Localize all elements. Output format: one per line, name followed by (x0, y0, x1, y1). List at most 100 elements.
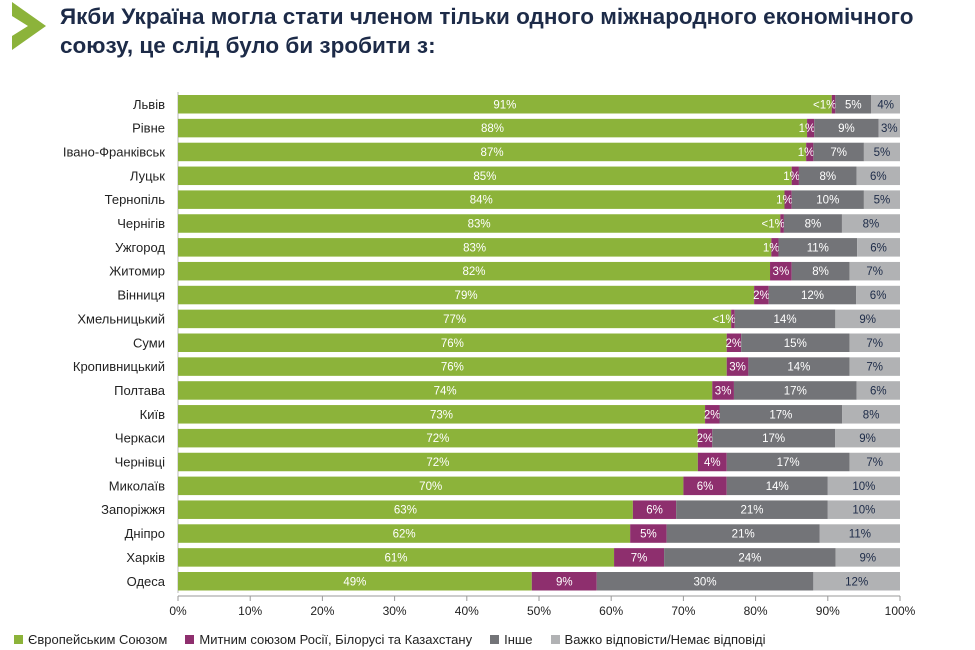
data-label: 61% (385, 552, 408, 564)
data-label: 8% (863, 219, 880, 231)
bar-segment (798, 166, 857, 186)
bar-segment (784, 190, 792, 209)
bar-segment (664, 548, 836, 567)
bar-segment (791, 190, 864, 209)
data-label: 2% (726, 338, 743, 350)
category-label: Кропивницький (73, 359, 165, 374)
category-label: Ужгород (115, 240, 165, 255)
category-label: Полтава (114, 383, 166, 398)
data-label: 17% (762, 433, 785, 445)
data-label: 12% (801, 290, 824, 302)
bar-segment (734, 309, 836, 329)
data-label: 9% (859, 314, 876, 326)
data-label: 49% (343, 576, 366, 588)
bar-segment (632, 500, 677, 519)
data-label: 17% (777, 457, 800, 469)
bar-segment (835, 548, 900, 567)
data-label: 21% (740, 505, 763, 517)
data-label: 8% (805, 219, 822, 231)
data-label: 63% (394, 505, 417, 517)
bar-segment (726, 357, 749, 376)
data-label: 7% (866, 457, 883, 469)
data-label: 5% (640, 529, 657, 541)
data-label: 1% (776, 195, 793, 207)
data-label: 1% (783, 171, 800, 183)
bar-segment (771, 238, 779, 257)
data-label: 10% (852, 505, 875, 517)
data-label: <1% (712, 314, 735, 326)
category-label: Вінниця (117, 288, 165, 303)
category-label: Чернівці (115, 455, 166, 470)
bar-segment (814, 118, 879, 138)
bar-segment (857, 238, 900, 257)
data-label: 14% (787, 362, 810, 374)
bar-segment (849, 357, 900, 376)
data-label: 88% (481, 123, 504, 135)
data-label: 7% (866, 266, 883, 278)
bar-segment (849, 333, 900, 352)
bar-segment (178, 405, 706, 424)
data-label: 82% (463, 266, 486, 278)
data-label: 76% (441, 338, 464, 350)
data-label: <1% (762, 219, 785, 231)
category-label: Львів (133, 97, 165, 112)
data-label: 14% (774, 314, 797, 326)
bar-segment (835, 95, 872, 114)
data-label: 62% (393, 529, 416, 541)
bar-segment (842, 405, 900, 424)
bar-segment (697, 452, 727, 472)
bar-segment (856, 285, 900, 305)
bar-segment (683, 476, 727, 496)
bar-segment (712, 428, 836, 448)
data-label: 4% (877, 99, 894, 111)
x-tick-label: 30% (383, 604, 407, 618)
data-label: 5% (874, 195, 891, 207)
data-label: 6% (870, 385, 887, 397)
bar-segment (754, 285, 769, 305)
bar-segment (849, 261, 900, 281)
bar-segment (178, 572, 532, 591)
data-label: 91% (493, 99, 516, 111)
category-label: Чернігів (117, 216, 165, 231)
bar-segment (856, 166, 900, 186)
bar-segment (178, 261, 771, 281)
x-tick-label: 50% (527, 604, 551, 618)
data-label: 73% (430, 409, 453, 421)
bar-segment (178, 428, 698, 448)
bar-segment (835, 428, 900, 448)
data-label: 6% (870, 290, 887, 302)
bar-segment (178, 357, 727, 376)
data-label: 30% (694, 576, 717, 588)
data-label: 83% (463, 242, 486, 254)
category-label: Рівне (132, 121, 165, 136)
bar-segment (863, 142, 900, 162)
bar-segment (791, 261, 850, 281)
data-label: 14% (766, 481, 789, 493)
bar-segment (630, 524, 667, 543)
data-label: 6% (870, 242, 887, 254)
bar-segment (705, 405, 720, 424)
data-label: 4% (704, 457, 721, 469)
legend-label: Інше (504, 632, 533, 647)
data-label: 7% (830, 147, 847, 159)
logo-chevron-icon (12, 2, 46, 50)
bar-segment (178, 524, 631, 543)
data-label: 9% (859, 433, 876, 445)
bar-segment (178, 285, 755, 305)
data-label: 70% (419, 481, 442, 493)
bar-segment (748, 357, 850, 376)
category-label: Тернопіль (105, 192, 166, 207)
data-label: 74% (434, 385, 457, 397)
stacked-bar-chart: Львів 91% <1% 5% 4% Рівне 88% 1% 9% 3% Івано-Франк… (63, 92, 916, 618)
data-label: 10% (852, 481, 875, 493)
bar-segment (666, 524, 820, 543)
bar-segment (178, 452, 698, 472)
x-tick-label: 20% (310, 604, 334, 618)
category-label: Івано-Франківськ (63, 144, 165, 159)
data-label: 3% (729, 362, 746, 374)
legend-label: Важко відповісти/Немає відповіді (564, 632, 766, 647)
x-tick-label: 90% (816, 604, 840, 618)
data-label: 72% (426, 433, 449, 445)
bar-segment (863, 190, 900, 209)
bar-segment (878, 118, 900, 138)
